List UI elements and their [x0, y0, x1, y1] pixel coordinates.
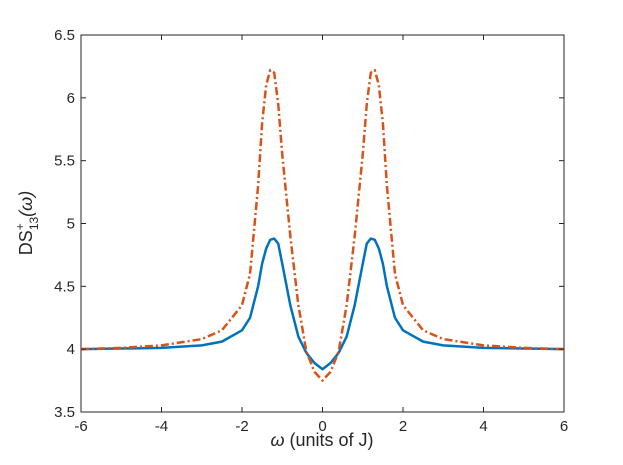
x-tick-label: -4: [155, 418, 168, 435]
y-tick-label: 4: [67, 341, 75, 358]
ticks-group: -6 -4 -2 0 2 4 6 3.5 4 4.5 5 5.5 6 6.5: [54, 27, 568, 435]
y-axis-label-arg: (ω): [16, 191, 36, 217]
x-tick-label: -6: [74, 418, 87, 435]
y-axis-label-base: DS: [16, 230, 36, 255]
x-axis-label-symbol: ω: [270, 430, 284, 450]
y-tick-label: 6: [67, 90, 75, 107]
x-tick-label: 4: [479, 418, 487, 435]
series-1-line: [80, 237, 565, 371]
x-axis-label: ω (units of J): [270, 430, 373, 450]
y-axis-label-sub: 13: [27, 216, 41, 230]
y-tick-label: 5.5: [54, 153, 75, 170]
x-tick-label: 0: [318, 418, 326, 435]
y-tick-label: 4.5: [54, 278, 75, 295]
series-group: [80, 68, 565, 382]
y-axis-label-sup: +: [13, 223, 27, 230]
x-tick-label: 2: [399, 418, 407, 435]
axes-frame: [80, 34, 565, 413]
x-tick-label: -2: [235, 418, 248, 435]
y-tick-label: 5: [67, 216, 75, 233]
series-2-line: [80, 68, 565, 382]
y-tick-label: 6.5: [54, 27, 75, 44]
x-tick-label: 6: [560, 418, 568, 435]
y-tick-label: 3.5: [54, 404, 75, 421]
y-axis-label: DS+13(ω): [13, 191, 41, 255]
x-axis-label-text: (units of J): [285, 430, 374, 450]
plot-area: -6 -4 -2 0 2 4 6 3.5 4 4.5 5 5.5 6 6.5: [54, 27, 568, 435]
